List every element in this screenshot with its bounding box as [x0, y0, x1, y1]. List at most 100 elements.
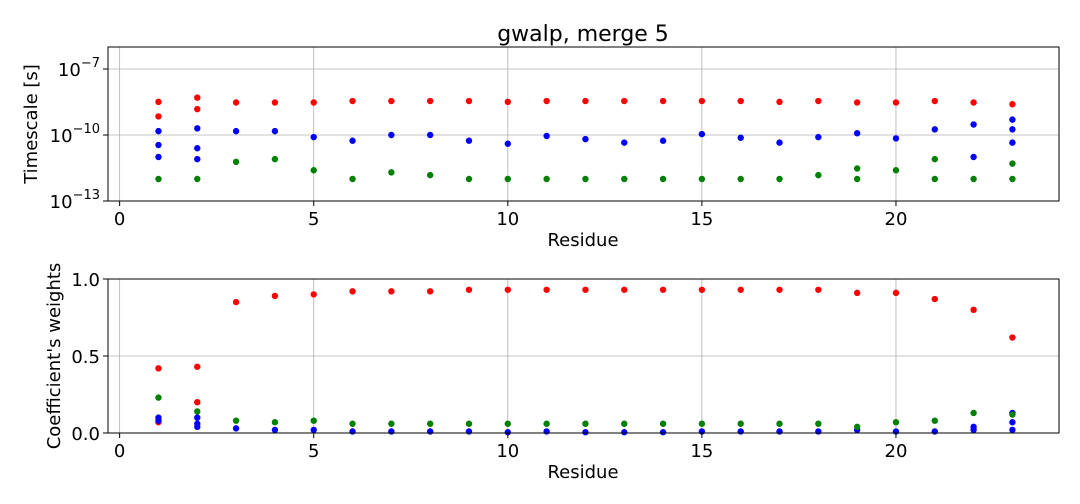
weights-point	[698, 420, 706, 427]
timescale-point	[931, 97, 938, 105]
timescale-point	[931, 175, 938, 183]
weights-x-tick-label: 0	[114, 441, 125, 462]
timescale-point	[194, 145, 201, 152]
weights-point	[815, 428, 822, 435]
weights-point	[504, 286, 512, 293]
timescale-point	[465, 137, 473, 144]
timescale-point	[504, 140, 512, 147]
weights-x-axis-label: Residue	[547, 462, 618, 483]
timescale-point	[310, 167, 317, 174]
weights-point	[621, 286, 628, 293]
weights-point	[931, 428, 938, 435]
timescale-point	[194, 175, 201, 183]
weights-point	[155, 417, 162, 424]
weights-y-tick-label: 0.0	[71, 424, 100, 445]
timescale-point	[853, 175, 861, 183]
timescale-point	[1009, 160, 1016, 167]
timescale-point	[504, 175, 512, 183]
weights-point	[1009, 334, 1016, 341]
weights-y-tick-label: 1.0	[71, 270, 100, 291]
timescale-point	[853, 165, 861, 172]
timescale-point	[388, 169, 395, 176]
timescale-point	[892, 167, 900, 174]
weights-point	[815, 420, 822, 427]
timescale-point	[931, 155, 938, 163]
timescale-point	[659, 175, 667, 183]
weights-ticks: 0 5 10 15 20 0.0 0.5 1.0	[71, 270, 907, 462]
timescale-point	[426, 131, 434, 139]
timescale-point	[426, 97, 434, 105]
timescale-point	[543, 132, 550, 140]
weights-point	[621, 420, 628, 427]
timescale-y-axis-label: Timescale [s]	[21, 64, 42, 185]
timescale-point	[776, 139, 783, 146]
weights-point	[271, 419, 279, 426]
timescale-x-tick-label: 5	[308, 209, 319, 230]
weights-point	[621, 429, 628, 436]
weights-x-tick-label: 5	[308, 441, 319, 462]
weights-point	[737, 428, 744, 435]
timescale-point	[194, 94, 201, 101]
timescale-point	[543, 97, 550, 105]
weights-point	[659, 286, 667, 293]
weights-point	[853, 289, 861, 297]
timescale-point	[621, 139, 628, 146]
weights-point	[388, 420, 395, 427]
timescale-point	[815, 171, 822, 179]
timescale-point	[776, 98, 783, 106]
weights-point	[465, 420, 473, 427]
weights-point	[310, 426, 317, 434]
weights-point	[543, 286, 550, 293]
weights-point	[853, 423, 861, 431]
weights-point	[1009, 419, 1016, 426]
timescale-y-tick-label: 10−10	[50, 122, 100, 147]
timescale-point	[155, 127, 162, 135]
weights-point	[1009, 426, 1016, 434]
timescale-point	[970, 99, 977, 106]
timescale-x-tick-label: 10	[496, 209, 519, 230]
weights-point	[271, 426, 279, 434]
weights-x-tick-label: 15	[690, 441, 713, 462]
timescale-point	[194, 105, 201, 113]
weights-point	[543, 428, 550, 435]
timescale-point	[155, 153, 162, 161]
timescale-point	[1009, 126, 1016, 133]
timescale-point	[194, 125, 201, 132]
timescale-points	[155, 94, 1016, 183]
weights-point	[543, 420, 550, 427]
weights-point	[465, 428, 473, 435]
timescale-point	[776, 175, 783, 183]
weights-point	[232, 425, 240, 432]
weights-point	[349, 288, 356, 295]
timescale-point	[698, 97, 706, 105]
weights-point	[815, 286, 822, 293]
weights-point	[194, 363, 201, 370]
weights-point	[426, 428, 434, 435]
weights-point	[892, 419, 900, 426]
timescale-point	[737, 134, 744, 141]
timescale-point	[349, 137, 356, 144]
timescale-point	[698, 175, 706, 183]
chart-title: gwalp, merge 5	[497, 22, 669, 47]
timescale-point	[465, 175, 473, 183]
timescale-point	[815, 97, 822, 105]
timescale-point	[349, 97, 356, 105]
timescale-point	[1009, 175, 1016, 183]
weights-y-tick-label: 0.5	[71, 347, 100, 368]
timescale-point	[504, 98, 512, 106]
timescale-point	[232, 99, 240, 106]
weights-point	[582, 429, 589, 436]
weights-point	[232, 417, 240, 424]
timescale-point	[737, 97, 744, 105]
weights-point	[776, 428, 783, 435]
timescale-point	[310, 99, 317, 106]
timescale-point	[1009, 101, 1016, 108]
timescale-point	[349, 175, 356, 183]
weights-point	[388, 428, 395, 435]
weights-point	[737, 420, 744, 427]
timescale-point	[155, 98, 162, 106]
weights-point	[1009, 411, 1016, 418]
timescale-point	[1009, 116, 1016, 123]
timescale-x-tick-label: 0	[114, 209, 125, 230]
